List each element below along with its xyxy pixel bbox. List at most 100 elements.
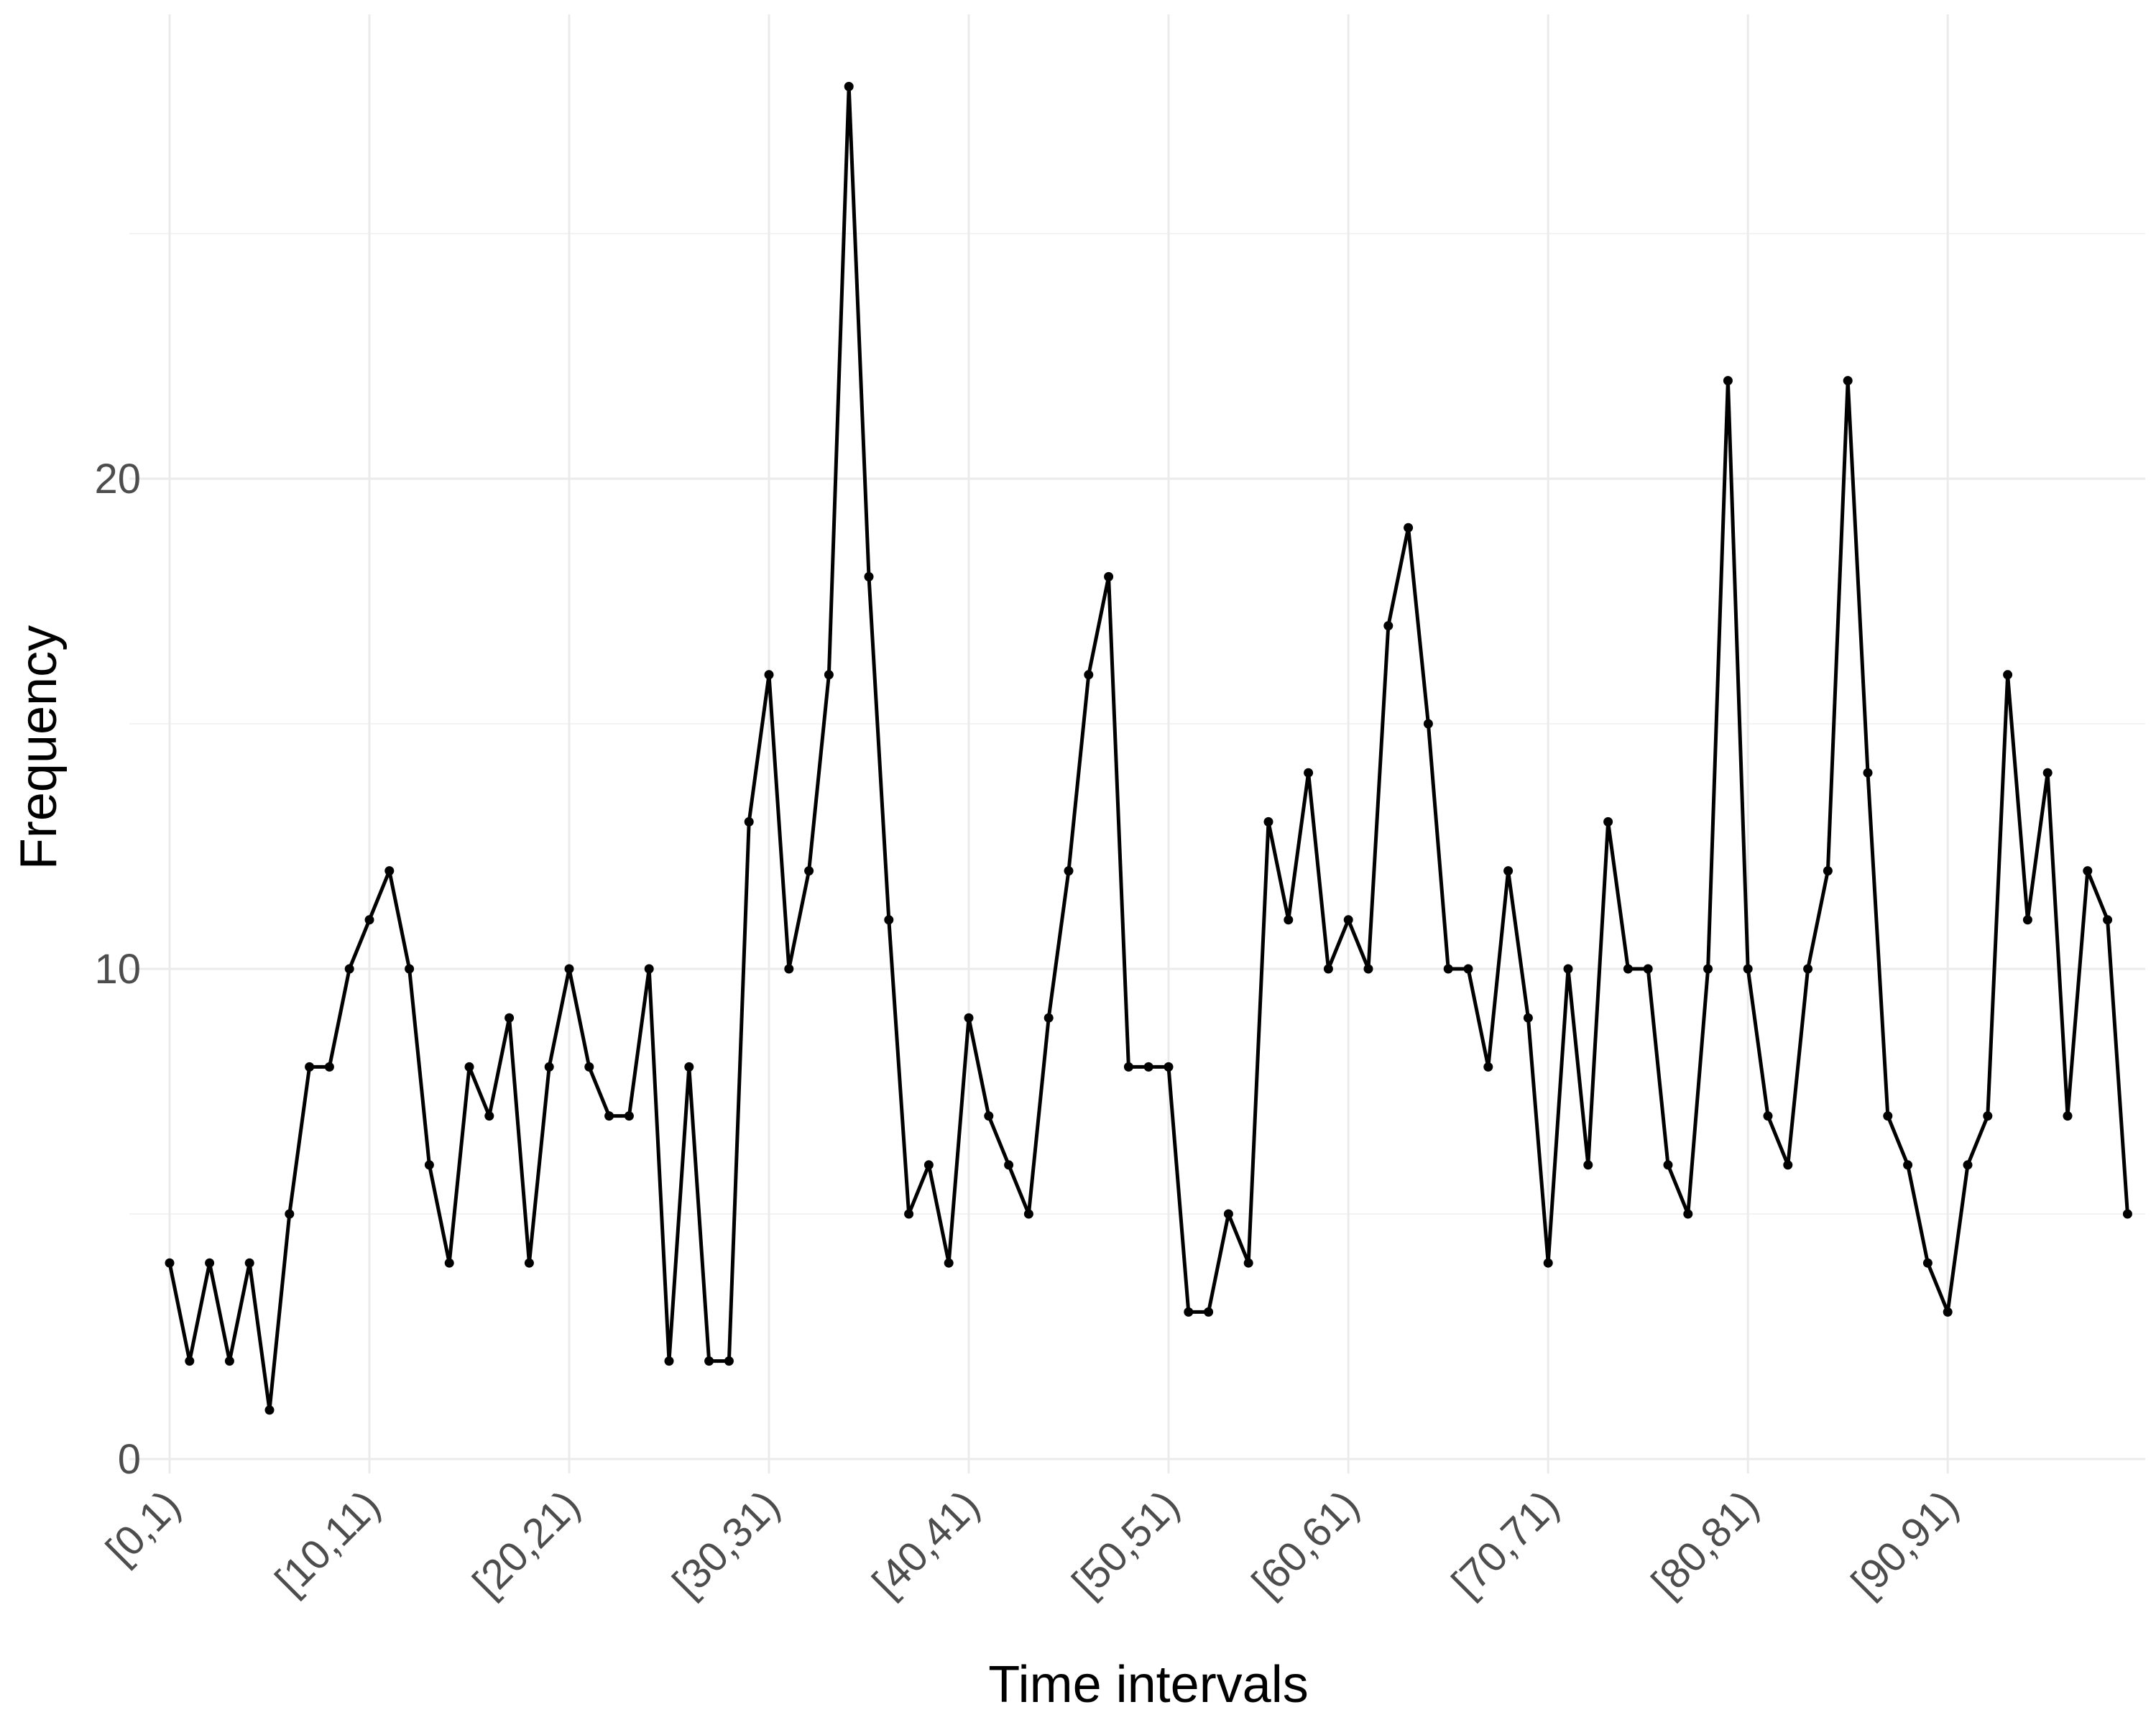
data-point — [1483, 1062, 1493, 1072]
data-point — [1663, 1160, 1673, 1170]
data-point — [664, 1356, 674, 1366]
data-point — [1803, 964, 1813, 974]
y-tick-label: 10 — [94, 946, 141, 993]
data-point — [724, 1356, 734, 1366]
data-point — [2122, 1209, 2132, 1219]
data-point — [1323, 964, 1333, 974]
data-point — [1104, 571, 1114, 581]
data-points — [165, 81, 2132, 1415]
data-point — [1284, 915, 1294, 925]
data-point — [1543, 1258, 1553, 1268]
data-point — [1363, 964, 1373, 974]
y-tick-label: 0 — [118, 1436, 141, 1483]
data-point — [2083, 866, 2093, 876]
x-tick-label: [10,11) — [267, 1481, 390, 1604]
data-point — [1723, 376, 1733, 386]
x-tick-label: [60,61) — [1243, 1481, 1368, 1606]
data-point — [1243, 1258, 1253, 1268]
data-point — [1263, 816, 1273, 827]
data-point — [505, 1013, 515, 1023]
data-point — [1223, 1209, 1233, 1219]
data-point — [1703, 964, 1713, 974]
data-point — [1843, 376, 1853, 386]
data-point — [1583, 1160, 1593, 1170]
y-tick-label: 20 — [94, 456, 141, 502]
data-point — [1783, 1160, 1793, 1170]
data-point — [1523, 1013, 1533, 1023]
data-point — [1903, 1160, 1913, 1170]
data-point — [264, 1405, 275, 1415]
data-point — [1164, 1062, 1174, 1072]
data-point — [1763, 1111, 1773, 1121]
data-point — [1023, 1209, 1033, 1219]
data-point — [2022, 915, 2032, 925]
data-point — [804, 866, 814, 876]
data-point — [964, 1013, 974, 1023]
data-point — [2063, 1111, 2073, 1121]
data-point — [1683, 1209, 1693, 1219]
data-point — [1004, 1160, 1014, 1170]
data-point — [405, 964, 415, 974]
data-point — [1883, 1111, 1893, 1121]
data-point — [285, 1209, 295, 1219]
data-point — [1623, 964, 1633, 974]
data-point — [1943, 1307, 1953, 1317]
x-tick-label: [70,71) — [1443, 1481, 1568, 1606]
data-point — [1404, 523, 1414, 533]
data-point — [1084, 670, 1094, 680]
data-point — [1603, 816, 1613, 827]
data-point — [624, 1111, 634, 1121]
data-point — [364, 915, 374, 925]
data-point — [1563, 964, 1573, 974]
data-point — [704, 1356, 714, 1366]
data-point — [684, 1062, 694, 1072]
data-point — [1463, 964, 1473, 974]
data-point — [464, 1062, 474, 1072]
data-point — [1184, 1307, 1194, 1317]
data-point — [944, 1258, 954, 1268]
data-point — [384, 866, 395, 876]
y-axis-title: Frequency — [10, 625, 68, 870]
data-point — [444, 1258, 454, 1268]
data-point — [923, 1160, 934, 1170]
x-axis-title: Time intervals — [988, 1656, 1308, 1714]
data-point — [784, 964, 794, 974]
data-point — [1922, 1258, 1932, 1268]
data-point — [744, 816, 754, 827]
series-line — [167, 84, 2129, 1412]
data-point — [584, 1062, 594, 1072]
data-point — [604, 1111, 614, 1121]
data-point — [1443, 964, 1453, 974]
data-point — [864, 571, 874, 581]
data-point — [1643, 964, 1653, 974]
data-point — [205, 1258, 215, 1268]
data-point — [165, 1258, 175, 1268]
data-point — [1204, 1307, 1214, 1317]
data-point — [644, 964, 654, 974]
data-point — [1143, 1062, 1153, 1072]
data-point — [1743, 964, 1753, 974]
data-point — [1064, 866, 1074, 876]
data-point — [484, 1111, 494, 1121]
x-axis-ticks: [0,1) [10,11) [20,21) [30,31) [40,41) [50,51)… — [97, 1481, 1967, 1606]
x-tick-label: [90,91) — [1843, 1481, 1968, 1606]
grid-lines — [129, 14, 2145, 1473]
data-point — [1823, 866, 1833, 876]
data-point — [1503, 866, 1514, 876]
data-point — [844, 81, 854, 91]
data-point — [1963, 1160, 1973, 1170]
data-point — [224, 1356, 234, 1366]
x-tick-label: [80,81) — [1643, 1481, 1768, 1606]
y-axis-ticks: 0 10 20 — [94, 456, 141, 1483]
data-point — [524, 1258, 534, 1268]
data-point — [1423, 719, 1433, 729]
data-point — [1983, 1111, 1993, 1121]
x-tick-label: [20,21) — [464, 1481, 589, 1606]
data-point — [1044, 1013, 1054, 1023]
data-point — [1123, 1062, 1133, 1072]
data-point — [884, 915, 894, 925]
x-tick-label: [0,1) — [97, 1481, 189, 1573]
x-tick-label: [30,31) — [664, 1481, 789, 1606]
data-point — [1343, 915, 1353, 925]
